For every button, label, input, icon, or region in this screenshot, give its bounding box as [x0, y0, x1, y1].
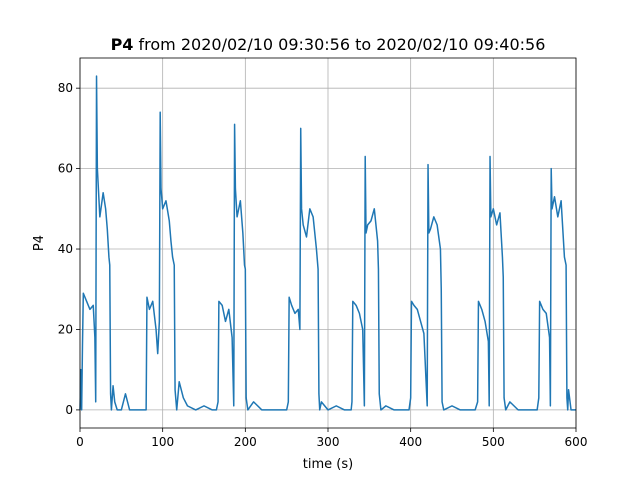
- x-tick-label: 100: [151, 435, 174, 449]
- x-tick-label: 200: [234, 435, 257, 449]
- y-tick-label: 20: [58, 322, 73, 336]
- x-tick-label: 600: [565, 435, 588, 449]
- chart-title: P4 from 2020/02/10 09:30:56 to 2020/02/1…: [111, 35, 546, 54]
- data-line: [79, 75, 576, 411]
- y-tick-label: 0: [65, 403, 73, 417]
- x-tick-label: 300: [317, 435, 340, 449]
- x-axis-label: time (s): [303, 457, 353, 472]
- title-name: P4: [111, 35, 134, 54]
- x-tick-label: 400: [399, 435, 422, 449]
- y-tick-label: 40: [58, 242, 73, 256]
- plot-frame: [79, 57, 577, 429]
- y-tick-label: 80: [58, 81, 73, 95]
- title-text: from 2020/02/10 09:30:56 to 2020/02/10 0…: [139, 35, 546, 54]
- y-axis-label: P4: [32, 235, 47, 251]
- x-tick-label: 0: [76, 435, 84, 449]
- y-tick-label: 60: [58, 162, 73, 176]
- x-tick-label: 500: [482, 435, 505, 449]
